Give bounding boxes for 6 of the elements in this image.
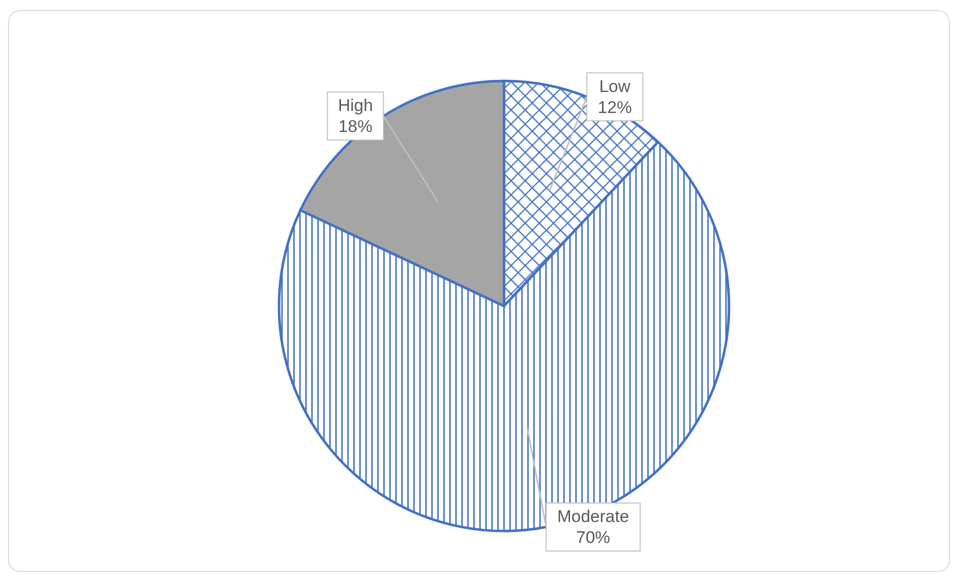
slice-label: Low: [599, 76, 632, 96]
data-label: 18%: [338, 117, 372, 136]
slice-label: Moderate: [557, 507, 630, 526]
data-label: 12%: [598, 98, 632, 117]
slice-label: High: [338, 96, 373, 116]
data-label: 70%: [576, 528, 610, 548]
